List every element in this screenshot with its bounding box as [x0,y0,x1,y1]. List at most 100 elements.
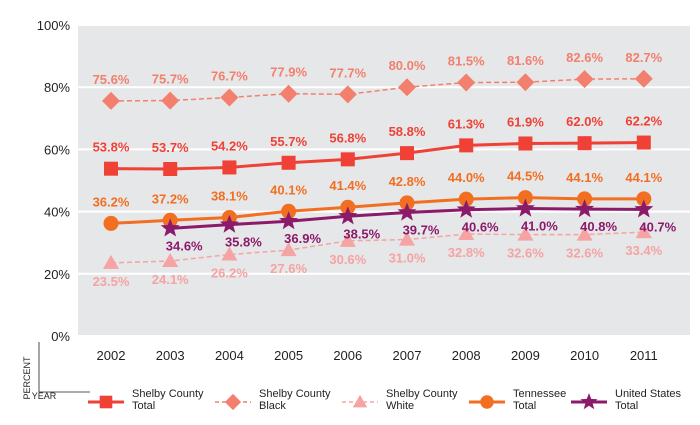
y-tick-label: 20% [44,267,70,282]
data-label: 27.6% [270,261,307,276]
data-point [221,246,238,261]
data-label: 40.7% [639,219,676,234]
data-label: 61.3% [448,116,485,131]
data-label: 62.2% [625,114,662,129]
data-label: 76.7% [211,68,248,83]
x-axis-title: YEAR [32,391,57,401]
x-tick-label: 2003 [156,348,185,363]
legend-label: Total [513,400,536,412]
legend-label: White [386,400,414,412]
y-tick-label: 100% [37,18,71,33]
legend-label: Shelby County [386,388,458,400]
data-point [281,155,296,170]
legend-label: Black [259,400,286,412]
data-label: 80.0% [389,58,426,73]
data-label: 32.6% [507,246,544,261]
data-label: 53.8% [93,140,130,155]
y-tick-label: 80% [44,80,70,95]
legend-marker [99,395,113,409]
x-tick-label: 2005 [274,348,303,363]
series-shelby-county-black: 75.6% 75.7% 76.7% 77.9% 77.7% 80.0% 81.5% 81.6%… [93,50,663,110]
data-point [104,161,118,176]
data-label: 32.8% [448,245,485,260]
data-label: 44.1% [566,170,603,185]
gridlines [78,24,690,337]
series-line [110,231,644,264]
data-point [634,199,654,218]
data-point [636,191,652,207]
data-point [517,190,533,206]
x-tick-label: 2004 [215,348,244,363]
x-tick-labels: 2002 2003 2004 2005 2006 2007 2008 2009 2010 2011 [97,348,658,363]
series-shelby-county-total: 53.8% 53.7% 54.2% 55.7% 56.8% 58.8% 61.3% 61.9%… [93,114,663,176]
data-point [398,78,416,97]
data-label: 82.6% [566,50,603,65]
data-label: 36.2% [93,194,130,209]
data-point [160,218,180,237]
data-point [575,70,594,89]
data-label: 35.8% [225,235,262,250]
data-point [220,88,239,107]
data-label: 44.5% [507,169,544,184]
legend-label: Shelby County [132,388,204,400]
data-point [515,198,535,217]
data-label: 77.9% [270,65,307,80]
data-label: 77.7% [329,65,366,80]
legend-label: United States [615,388,682,400]
data-label: 42.8% [389,174,426,189]
legend-marker [480,395,494,409]
series: 53.8% 53.7% 54.2% 55.7% 56.8% 58.8% 61.3% 61.9%… [93,50,677,289]
data-label: 31.0% [389,251,426,266]
data-point [635,224,652,239]
legend-marker [580,393,598,410]
data-label: 81.6% [507,53,544,68]
data-label: 32.6% [566,246,603,261]
data-point [400,146,414,161]
data-point [338,85,357,104]
data-point [219,214,239,233]
series-tennessee-total: 36.2% 37.2% 38.1% 40.1% 41.4% 42.8% 44.0% 44.5%… [93,169,663,231]
data-label: 44.1% [625,170,662,185]
legend-label: Shelby County [259,388,331,400]
data-label: 37.2% [152,191,189,206]
data-label: 81.5% [448,54,485,69]
data-label: 26.2% [211,266,248,281]
data-label: 75.6% [93,72,130,87]
series-shelby-county-white: 23.5% 24.1% 26.2% 27.6% 30.6% 31.0% 32.8% 32.6%… [93,224,663,289]
x-tick-label: 2011 [630,348,658,363]
data-label: 23.5% [93,274,130,289]
series-line [110,78,644,102]
data-point [397,202,417,221]
data-label: 41.4% [329,178,366,193]
data-point [516,73,535,92]
y-axis-title: PERCENT [22,356,32,400]
data-point [279,84,298,103]
x-tick-label: 2007 [393,348,422,363]
x-tick-label: 2006 [333,348,362,363]
legend-label: Tennessee [513,388,566,400]
data-point [636,135,651,150]
x-tick-label: 2010 [570,348,599,363]
data-point [163,161,178,176]
data-label: 30.6% [329,252,366,267]
y-tick-label: 0% [51,329,70,344]
data-point [456,199,476,218]
data-label: 62.0% [566,114,603,129]
data-label: 55.7% [270,134,307,149]
data-point [340,152,355,167]
data-point [459,138,474,153]
y-tick-label: 60% [44,142,70,157]
x-tick-label: 2002 [97,348,126,363]
data-label: 41.0% [521,218,558,233]
data-point [339,232,356,247]
series-line [110,196,644,225]
data-label: 40.1% [270,182,307,197]
data-point [577,191,593,207]
axis-titles: PERCENT YEAR [22,342,90,401]
